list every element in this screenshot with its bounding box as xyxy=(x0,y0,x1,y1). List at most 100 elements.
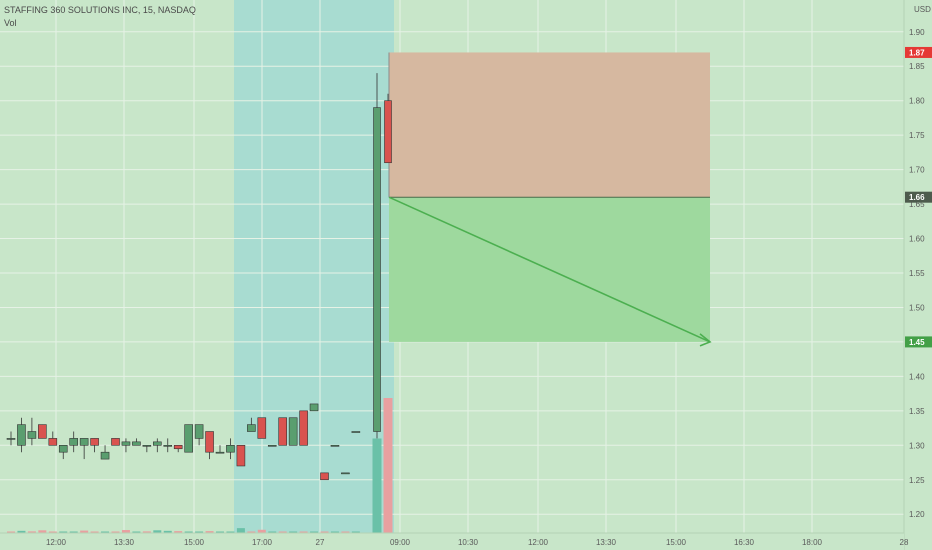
chart-legend: STAFFING 360 SOLUTIONS INC, 15, NASDAQ V… xyxy=(4,4,196,30)
y-tick-label: 1.35 xyxy=(909,407,925,416)
volume-bar xyxy=(320,531,329,533)
volume-bar xyxy=(69,531,78,533)
x-tick-label: 28 xyxy=(900,538,909,547)
y-tick-label: 1.65 xyxy=(909,200,925,209)
candle[interactable] xyxy=(48,431,58,446)
candle[interactable] xyxy=(184,424,193,453)
candle[interactable] xyxy=(351,431,361,433)
volume-bar xyxy=(17,530,26,533)
stop-loss-zone[interactable] xyxy=(389,52,710,198)
symbol-title[interactable]: STAFFING 360 SOLUTIONS INC, 15, NASDAQ xyxy=(4,5,196,15)
candle-body xyxy=(27,431,37,439)
volume-series xyxy=(7,398,393,533)
candle[interactable] xyxy=(194,424,204,446)
candle[interactable] xyxy=(100,445,110,460)
volume-bar xyxy=(121,530,130,533)
volume-bar xyxy=(90,531,99,533)
volume-bar xyxy=(38,530,47,533)
volume-bar xyxy=(174,531,183,533)
candle[interactable] xyxy=(309,403,319,412)
y-tick-label: 1.85 xyxy=(909,62,925,71)
candle[interactable] xyxy=(330,444,340,447)
volume-bar xyxy=(132,531,141,533)
candle[interactable] xyxy=(384,93,392,164)
candle-body xyxy=(341,472,350,475)
candle[interactable] xyxy=(226,438,235,460)
candle[interactable] xyxy=(132,438,141,446)
price-axis[interactable] xyxy=(904,0,932,550)
candle[interactable] xyxy=(69,431,78,453)
x-tick-label: 18:00 xyxy=(802,538,823,547)
x-tick-label: 12:00 xyxy=(528,538,549,547)
candle-body xyxy=(132,441,141,446)
candle-body xyxy=(215,451,225,454)
candle-body xyxy=(173,444,183,450)
candle[interactable] xyxy=(142,444,152,453)
candle[interactable] xyxy=(38,424,47,439)
volume-bar xyxy=(7,531,15,533)
volume-bar xyxy=(289,531,298,533)
candle[interactable] xyxy=(278,417,288,446)
volume-bar xyxy=(101,531,110,533)
volume-bar xyxy=(372,438,382,533)
candle-body xyxy=(205,431,214,453)
candle-body xyxy=(38,424,47,439)
candle[interactable] xyxy=(17,417,26,453)
time-axis[interactable] xyxy=(0,533,904,550)
volume-bar xyxy=(111,531,120,533)
candle[interactable] xyxy=(173,444,183,453)
candle[interactable] xyxy=(341,472,350,475)
candle[interactable] xyxy=(79,438,89,460)
candle-body xyxy=(194,424,204,439)
candle[interactable] xyxy=(267,444,277,447)
volume-bar xyxy=(80,530,89,533)
candle[interactable] xyxy=(153,438,162,453)
x-tick-label: 12:00 xyxy=(46,538,67,547)
candle[interactable] xyxy=(121,438,131,453)
candle[interactable] xyxy=(6,431,16,446)
candle[interactable] xyxy=(215,445,225,454)
candle[interactable] xyxy=(288,417,298,446)
candle[interactable] xyxy=(247,417,256,432)
y-tick-label: 1.40 xyxy=(909,372,925,381)
candle[interactable] xyxy=(257,417,267,439)
volume-bar xyxy=(330,531,339,533)
volume-bar xyxy=(153,530,162,533)
volume-bar xyxy=(268,531,277,533)
candle-series xyxy=(6,73,392,481)
candle[interactable] xyxy=(27,417,37,446)
candle-body xyxy=(267,444,277,447)
candle-body xyxy=(79,438,89,446)
candle-body xyxy=(278,417,288,446)
volume-bar xyxy=(310,531,319,533)
candle[interactable] xyxy=(320,472,329,481)
candle[interactable] xyxy=(299,410,308,446)
volume-bar xyxy=(205,531,214,533)
candle[interactable] xyxy=(205,431,214,460)
candle[interactable] xyxy=(111,438,120,446)
candle-body xyxy=(309,403,319,412)
entry-price-tag-text: 1.66 xyxy=(909,193,925,202)
y-tick-label: 1.70 xyxy=(909,166,925,175)
volume-bar xyxy=(27,531,36,533)
volume-bar xyxy=(299,531,308,533)
volume-bar xyxy=(226,531,235,533)
candle[interactable] xyxy=(58,444,68,460)
candle-body xyxy=(69,438,78,446)
x-tick-label: 13:30 xyxy=(596,538,617,547)
volume-bar xyxy=(195,531,204,533)
candle[interactable] xyxy=(163,438,173,453)
candle[interactable] xyxy=(373,73,381,439)
candle-body xyxy=(58,444,68,453)
volume-bar xyxy=(142,531,151,533)
volume-bar xyxy=(278,531,287,533)
volume-bar xyxy=(59,531,68,533)
volume-bar xyxy=(341,531,350,533)
stop-price-tag xyxy=(905,46,932,58)
candle[interactable] xyxy=(90,438,99,453)
x-tick-label: 16:30 xyxy=(734,538,755,547)
volume-bar xyxy=(351,531,360,533)
candle-body xyxy=(153,441,162,446)
candle[interactable] xyxy=(236,444,246,467)
